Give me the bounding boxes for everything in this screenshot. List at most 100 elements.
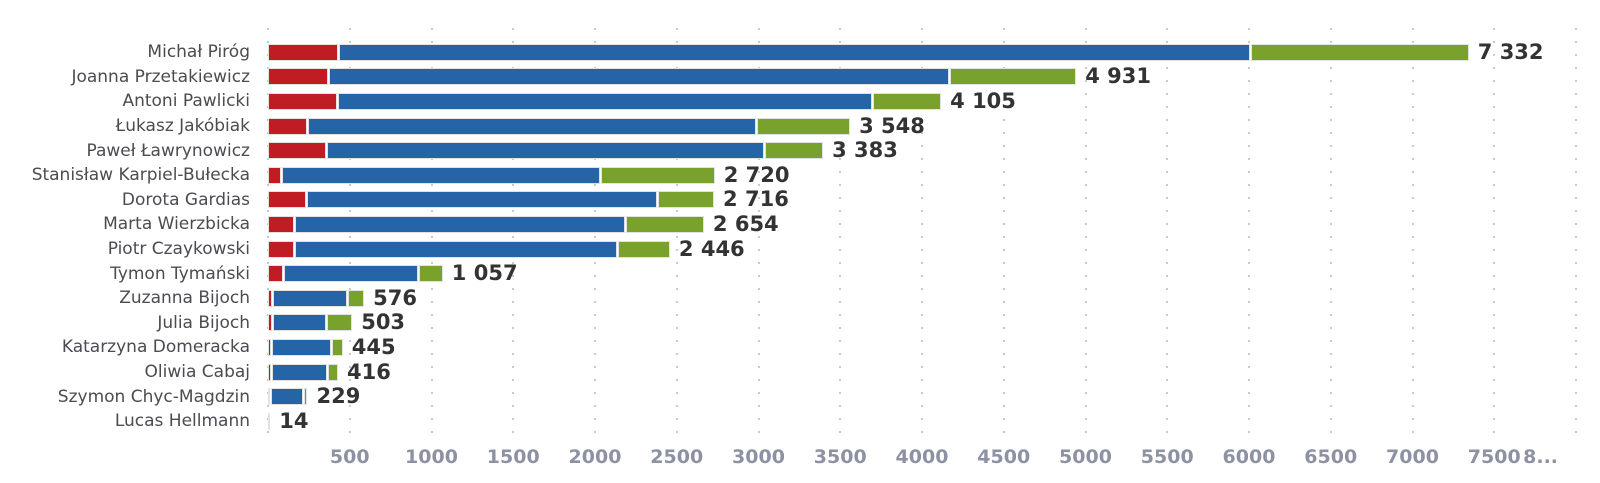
red-segment[interactable] — [268, 166, 282, 184]
blue-segment[interactable] — [294, 240, 617, 258]
blue-segment[interactable] — [272, 363, 328, 381]
blue-segment[interactable] — [329, 68, 950, 86]
category-label: Lucas Hellmann — [114, 411, 250, 432]
value-label: 445 — [351, 334, 396, 359]
chart-row: Katarzyna Domeracka 445 — [0, 335, 1600, 360]
red-segment[interactable] — [268, 191, 306, 209]
category-label: Stanisław Karpiel-Bułecka — [31, 165, 250, 186]
blue-segment[interactable] — [283, 265, 418, 283]
chart-row: Stanisław Karpiel-Bułecka 2 720 — [0, 163, 1600, 188]
category-label: Tymon Tymański — [110, 263, 250, 284]
value-label: 2 716 — [723, 187, 789, 212]
blue-segment[interactable] — [272, 338, 332, 356]
value-label: 229 — [316, 384, 361, 409]
category-label: Julia Bijoch — [157, 312, 250, 333]
green-segment[interactable] — [757, 117, 851, 135]
category-label: Antoni Pawlicki — [122, 91, 250, 112]
red-segment[interactable] — [268, 388, 270, 406]
bar-area: 416 — [268, 361, 1576, 383]
green-segment[interactable] — [601, 166, 715, 184]
blue-segment[interactable] — [271, 388, 303, 406]
green-segment[interactable] — [1250, 43, 1469, 61]
red-segment[interactable] — [268, 68, 329, 86]
bar-area: 7 332 — [268, 39, 1576, 64]
gridline-3500 — [839, 28, 842, 440]
red-segment[interactable] — [268, 117, 308, 135]
value-label: 2 654 — [712, 211, 779, 236]
blue-segment[interactable] — [327, 142, 765, 160]
gridline-7000 — [1411, 28, 1414, 440]
green-segment[interactable] — [617, 240, 670, 258]
gridline-500 — [348, 28, 351, 440]
blue-segment[interactable] — [306, 191, 658, 209]
green-segment[interactable] — [332, 338, 343, 356]
blue-segment[interactable] — [282, 166, 601, 184]
red-segment[interactable] — [268, 142, 327, 160]
x-tick-label: 500 — [329, 446, 370, 468]
green-segment[interactable] — [347, 289, 365, 307]
value-label: 3 383 — [832, 138, 898, 163]
bar-area: 2 654 — [268, 211, 1576, 236]
red-segment[interactable] — [268, 338, 272, 356]
green-segment[interactable] — [328, 363, 338, 381]
category-label: Dorota Gardias — [121, 189, 250, 210]
gridline-5500 — [1166, 28, 1169, 440]
category-label: Piotr Czaykowski — [107, 239, 250, 260]
category-label: Łukasz Jakóbiak — [115, 116, 250, 137]
bar-area: 4 931 — [268, 66, 1576, 87]
green-segment[interactable] — [873, 92, 942, 110]
gridline-4000 — [921, 28, 923, 440]
red-segment[interactable] — [268, 265, 283, 283]
category-label: Oliwia Cabaj — [144, 362, 251, 383]
value-label: 503 — [361, 310, 406, 335]
blue-segment[interactable] — [272, 314, 326, 332]
blue-segment[interactable] — [273, 289, 347, 307]
x-tick-label: 7500 — [1467, 446, 1521, 468]
bar-area: 229 — [268, 386, 1576, 407]
blue-segment[interactable] — [295, 215, 625, 233]
bar-area: 2 446 — [268, 236, 1576, 261]
green-segment[interactable] — [658, 191, 715, 209]
chart-rows: Michał Piróg 7 332 Joanna Przetakiewicz 4 9… — [0, 40, 1600, 434]
blue-segment[interactable] — [339, 43, 1250, 61]
bar-area: 576 — [268, 285, 1576, 310]
x-tick-label: 6500 — [1304, 446, 1358, 468]
x-tick-label: 7000 — [1386, 446, 1439, 468]
category-label: Katarzyna Domeracka — [61, 337, 250, 358]
green-segment[interactable] — [303, 388, 308, 406]
green-segment[interactable] — [950, 68, 1077, 86]
chart-row: Piotr Czaykowski 2 446 — [0, 237, 1600, 262]
bar-area: 503 — [268, 312, 1576, 333]
x-tick-label: 6000 — [1222, 446, 1276, 468]
gridline-3000 — [757, 28, 760, 440]
red-segment[interactable] — [268, 215, 295, 233]
x-tick-label: 1500 — [486, 446, 540, 468]
value-label: 576 — [373, 285, 417, 310]
blue-segment[interactable] — [337, 92, 873, 110]
green-segment[interactable] — [625, 215, 704, 233]
green-segment[interactable] — [326, 314, 353, 332]
chart-row: Marta Wierzbicka 2 654 — [0, 212, 1600, 237]
category-label: Szymon Chyc-Magdzin — [57, 386, 250, 407]
category-label: Zuzanna Bijoch — [119, 288, 250, 309]
red-segment[interactable] — [268, 240, 294, 258]
value-label: 7 332 — [1477, 39, 1544, 64]
chart-row: Szymon Chyc-Magdzin 229 — [0, 384, 1600, 409]
blue-segment[interactable] — [308, 117, 757, 135]
red-segment[interactable] — [268, 92, 337, 110]
red-segment[interactable] — [268, 363, 272, 381]
chart-row: Zuzanna Bijoch 576 — [0, 286, 1600, 311]
red-segment[interactable] — [268, 314, 272, 332]
green-segment[interactable] — [765, 142, 824, 160]
chart-row: Julia Bijoch 503 — [0, 311, 1600, 336]
gridline-1500 — [512, 28, 515, 440]
gridline-1000 — [430, 28, 433, 440]
gridline-4500 — [1002, 28, 1005, 440]
bar-area: 445 — [268, 334, 1576, 359]
blue-segment[interactable] — [268, 412, 271, 430]
red-segment[interactable] — [268, 43, 339, 61]
value-label: 2 446 — [678, 236, 745, 261]
green-segment[interactable] — [418, 265, 443, 283]
chart-row: Antoni Pawlicki 4 105 — [0, 89, 1600, 114]
red-segment[interactable] — [268, 289, 273, 307]
